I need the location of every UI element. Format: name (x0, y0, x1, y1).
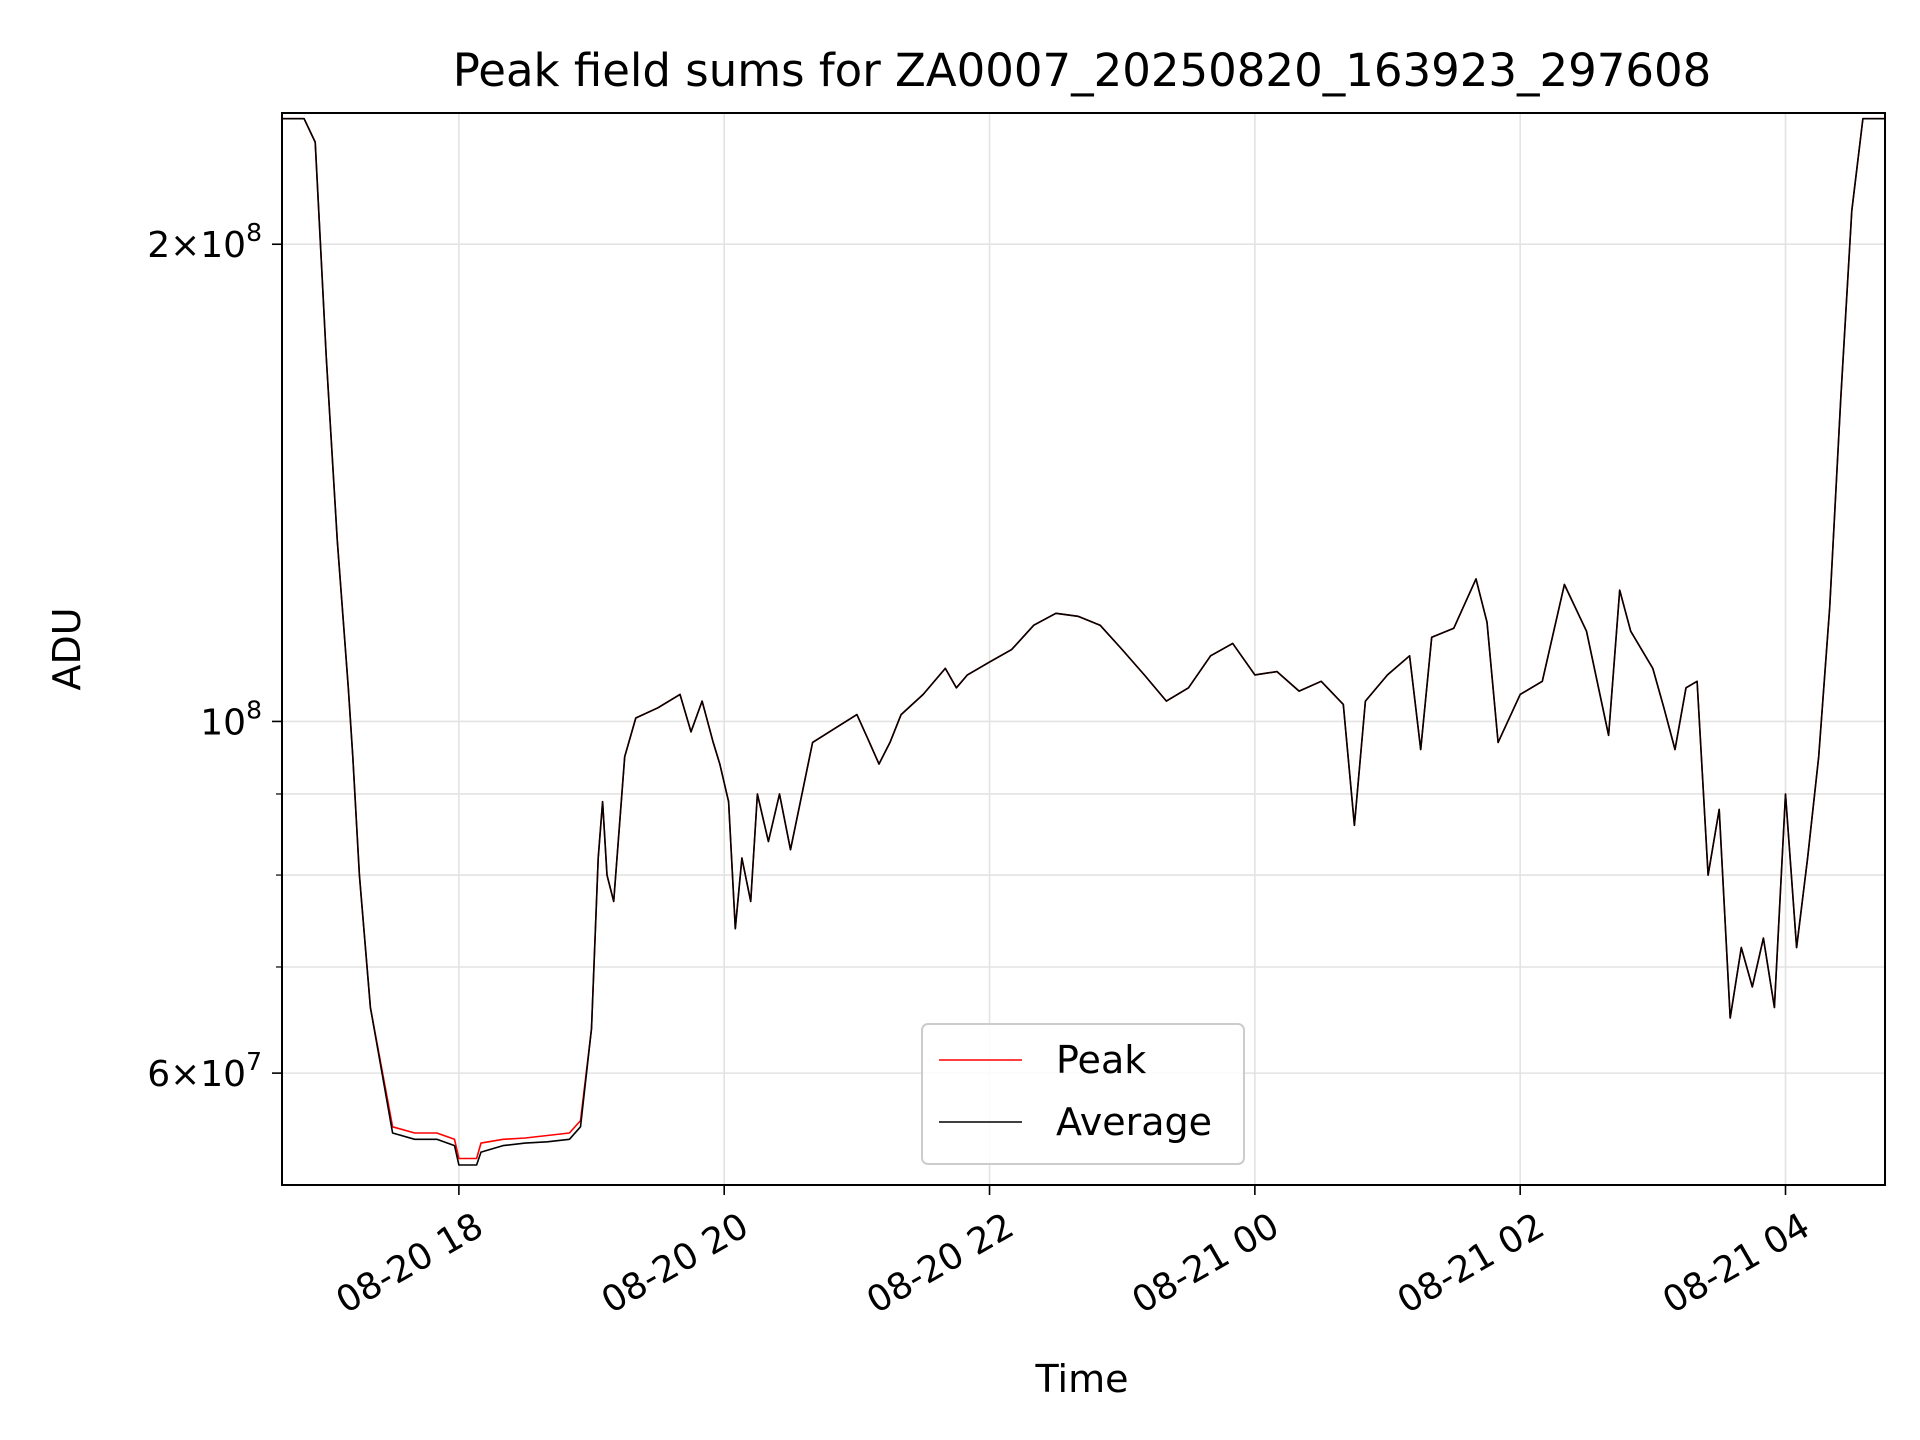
chart-title: Peak field sums for ZA0007_20250820_1639… (453, 44, 1712, 97)
series-line-average (282, 117, 1885, 1166)
y-tick-label: 108 (200, 695, 262, 743)
x-axis-label: Time (1035, 1357, 1129, 1401)
legend: Peak Average (921, 1023, 1245, 1165)
legend-box (921, 1023, 1245, 1165)
series-layer (282, 117, 1885, 1166)
y-tick-label: 2×108 (147, 218, 262, 266)
plot-frame (281, 112, 1886, 1186)
legend-label-peak: Peak (1056, 1038, 1146, 1082)
legend-label-average: Average (1056, 1100, 1212, 1144)
y-tick-label: 6×107 (147, 1047, 262, 1095)
y-axis: 2×108 108 6×107 (147, 218, 282, 1095)
y-axis-label: ADU (45, 607, 89, 690)
